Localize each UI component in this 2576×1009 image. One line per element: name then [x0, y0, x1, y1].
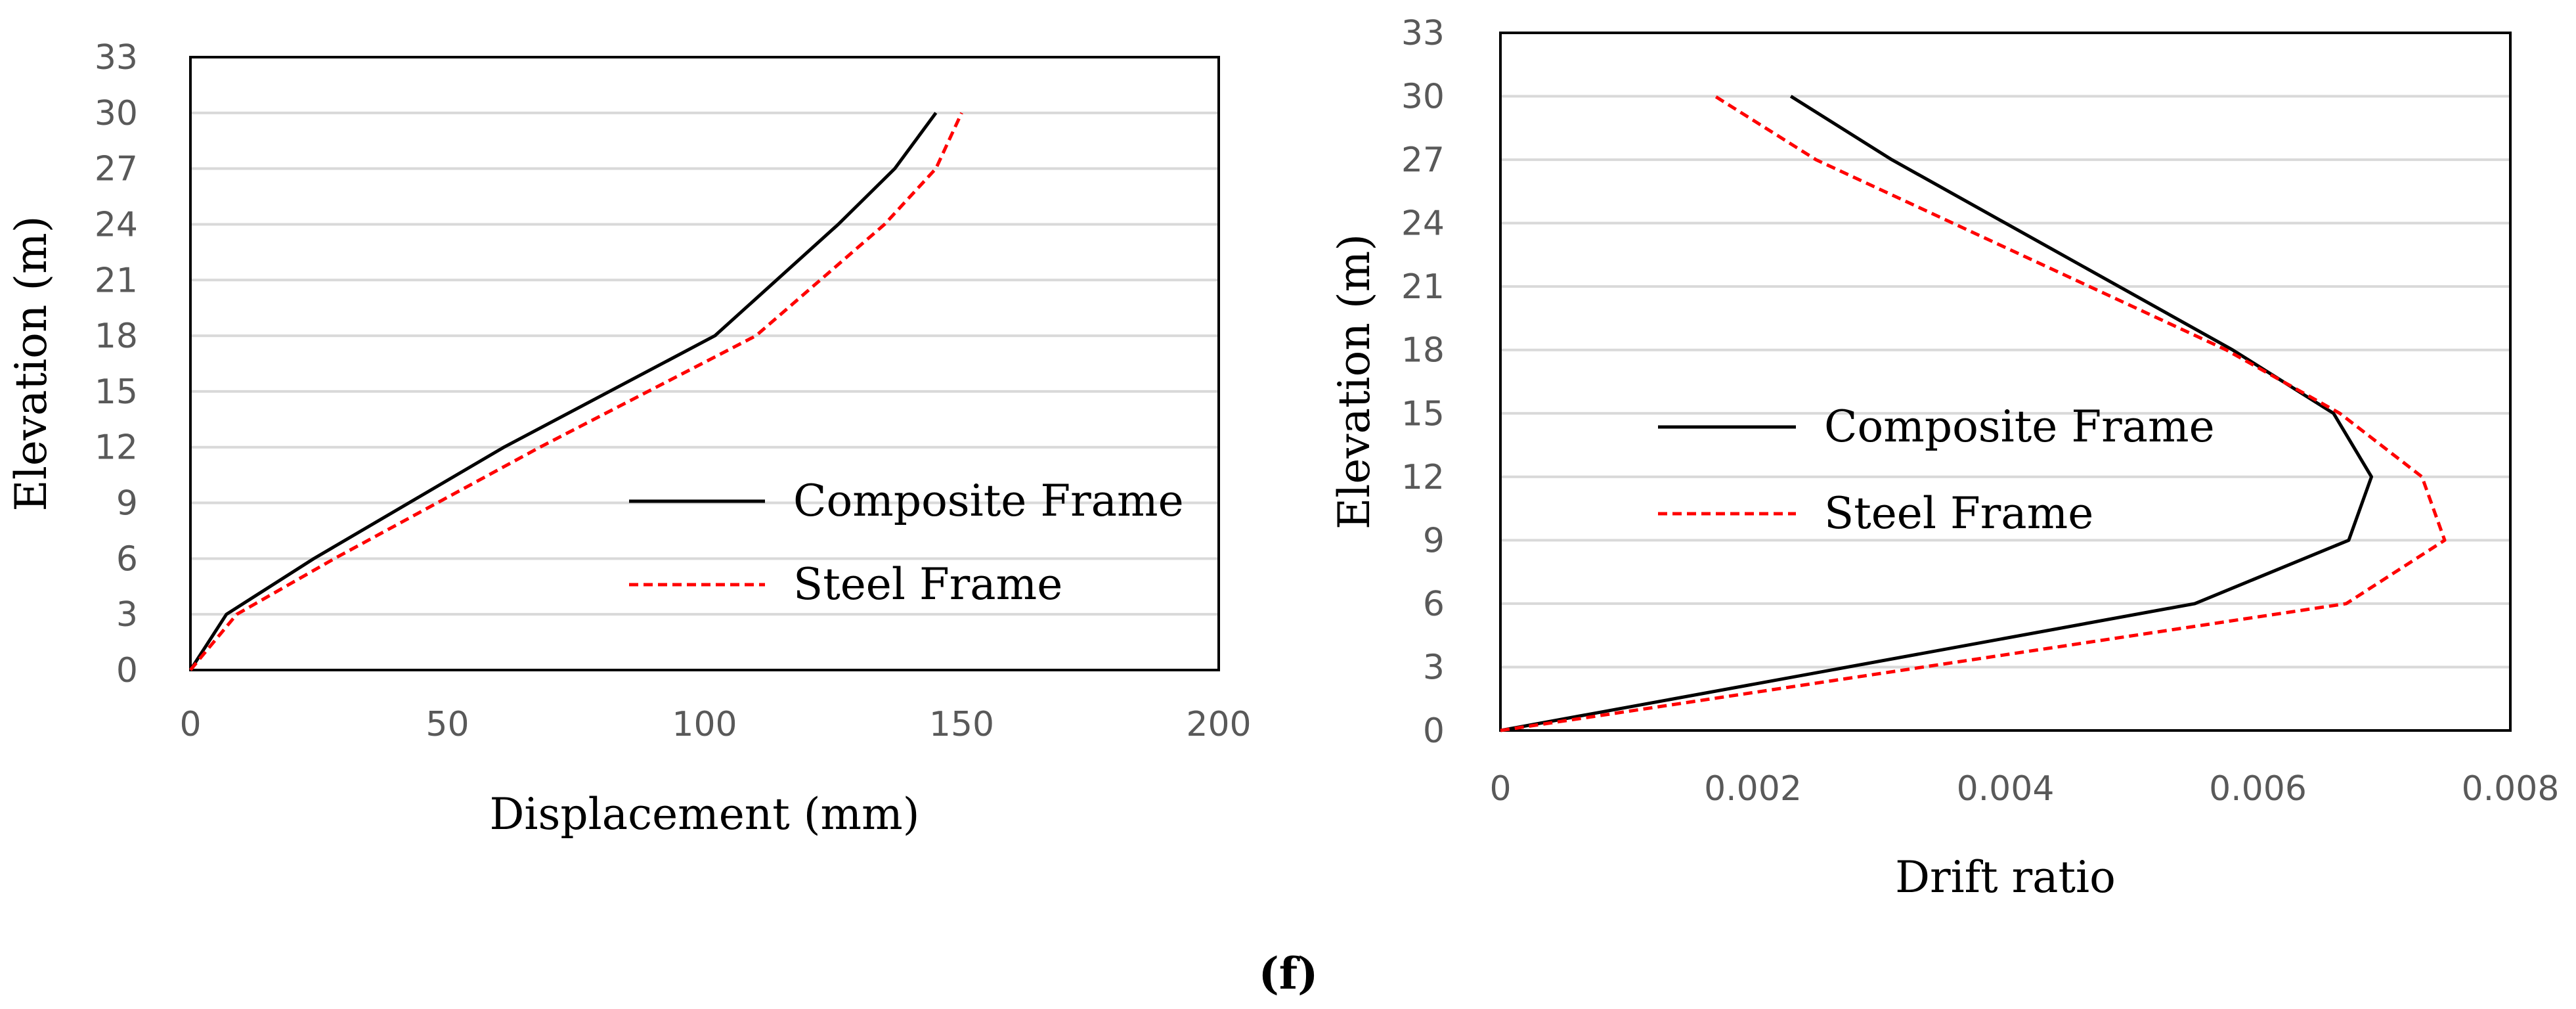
y-tick-label: 0 [1423, 711, 1445, 751]
x-tick-label: 100 [672, 705, 737, 744]
y-tick-label: 21 [1401, 267, 1445, 307]
y-tick-label: 27 [1401, 141, 1445, 180]
plot-area-frame [1499, 32, 2512, 732]
series-line-composite [1500, 95, 2373, 732]
drift-ratio-chart: 0 3 6 9 12 15 18 21 24 27 30 33 0 0.002 0.004 0.006 0.00… [1329, 14, 2559, 903]
y-tick-label: 18 [1401, 331, 1445, 370]
y-tick-label: 27 [95, 150, 138, 189]
x-tick-label: 150 [929, 705, 994, 744]
y-tick-label: 9 [116, 484, 138, 524]
series-line-steel [1500, 95, 2447, 732]
legend-label-steel: Steel Frame [793, 559, 1062, 610]
x-tick-label: 0.008 [2462, 769, 2560, 809]
y-tick-label: 24 [1401, 204, 1445, 244]
y-tick-label: 33 [1401, 14, 1445, 53]
y-tick-label: 15 [1401, 394, 1445, 434]
plot-area-frame [189, 56, 1220, 671]
y-tick-label: 12 [95, 428, 138, 468]
y-axis-title: Elevation (m) [6, 216, 56, 512]
legend-label-composite: Composite Frame [1824, 401, 2215, 452]
x-tick-label: 0.004 [1957, 769, 2055, 809]
x-tick-label: 0 [1489, 769, 1511, 809]
x-tick-label: 50 [426, 705, 469, 744]
y-tick-label: 3 [116, 595, 138, 635]
y-tick-label: 30 [95, 94, 138, 133]
y-tick-label: 18 [95, 317, 138, 356]
series-line-steel [189, 112, 963, 671]
y-tick-label: 3 [1423, 648, 1445, 687]
y-tick-label: 6 [116, 539, 138, 579]
x-tick-label: 0 [179, 705, 201, 744]
y-tick-label: 21 [95, 261, 138, 300]
legend-label-steel: Steel Frame [1824, 488, 2093, 539]
y-tick-label: 12 [1401, 458, 1445, 497]
figure-caption: (f) [1259, 948, 1319, 999]
y-tick-label: 30 [1401, 78, 1445, 117]
x-tick-label: 0.002 [1704, 769, 1802, 809]
y-tick-label: 33 [95, 38, 138, 78]
x-axis-title: Drift ratio [1895, 852, 2116, 903]
y-tick-label: 15 [95, 372, 138, 412]
y-tick-label: 0 [116, 651, 138, 690]
x-tick-label: 200 [1186, 705, 1251, 744]
x-tick-label: 0.006 [2209, 769, 2307, 809]
y-axis-title: Elevation (m) [1329, 234, 1380, 529]
y-tick-label: 24 [95, 205, 138, 244]
x-axis-title: Displacement (mm) [490, 789, 920, 840]
legend-label-composite: Composite Frame [793, 476, 1184, 526]
displacement-chart: 0 3 6 9 12 15 18 21 24 27 30 33 0 50 100 150 200 Displace… [6, 38, 1252, 840]
y-tick-label: 9 [1423, 521, 1445, 560]
series-line-composite [188, 112, 938, 671]
y-tick-label: 6 [1423, 585, 1445, 624]
